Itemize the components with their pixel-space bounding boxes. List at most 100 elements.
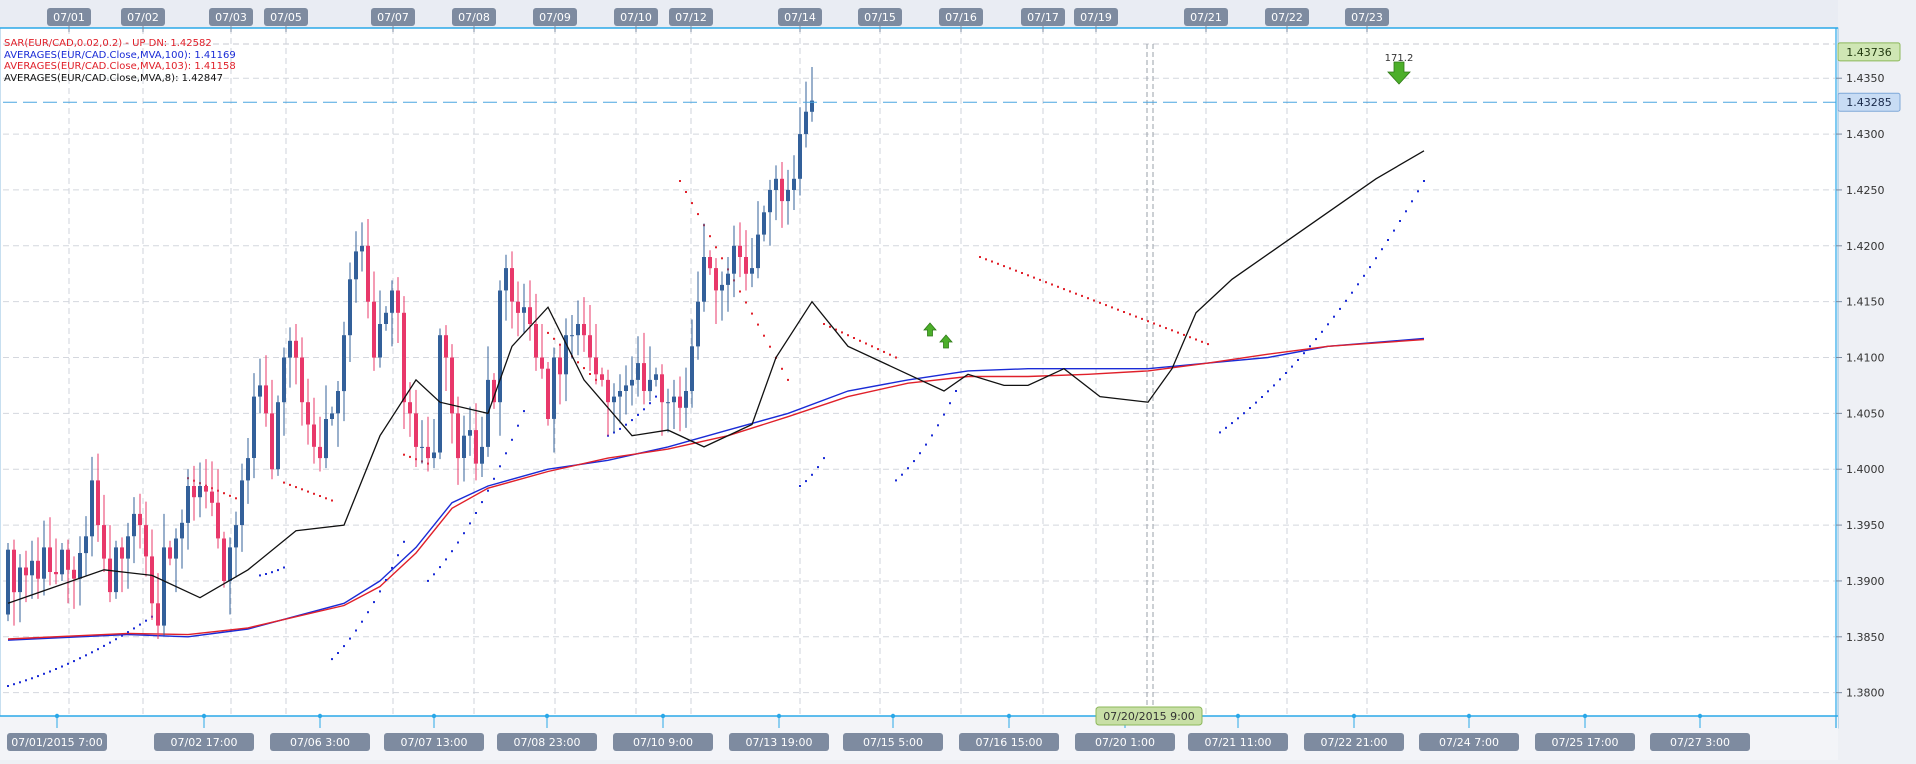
candle-body — [546, 368, 550, 419]
candle-body — [654, 374, 658, 380]
candle-body — [768, 189, 772, 213]
candle-body — [750, 268, 754, 274]
cursor-label-box — [1095, 706, 1203, 726]
candle-body — [144, 525, 148, 557]
time-label-box — [1535, 733, 1635, 751]
sar-dot — [451, 550, 453, 553]
sar-dot — [1333, 315, 1335, 318]
sar-dot — [577, 361, 579, 364]
sar-dot — [637, 413, 639, 416]
sar-dot — [883, 350, 885, 353]
sar-dot — [991, 260, 993, 263]
sar-dot — [469, 522, 471, 525]
sar-dot — [997, 262, 999, 265]
sar-dot — [403, 453, 405, 456]
date-label-box — [1184, 8, 1228, 26]
candle-body — [672, 396, 676, 403]
sar-dot — [1111, 306, 1113, 309]
sar-dot — [1417, 190, 1419, 193]
sar-dot — [649, 402, 651, 405]
sar-dot — [133, 627, 135, 630]
time-tick-dot — [1235, 713, 1241, 719]
sar-dot — [397, 554, 399, 557]
candle-body — [36, 560, 40, 579]
time-label-box — [1304, 733, 1404, 751]
sar-dot — [373, 601, 375, 604]
candle-body — [378, 324, 382, 358]
sar-dot — [49, 670, 51, 673]
candle-body — [228, 547, 232, 581]
candle-body — [456, 413, 460, 459]
time-label: 07/13 19:00 — [746, 736, 813, 749]
time-label: 07/07 13:00 — [401, 736, 468, 749]
sar-dot — [1021, 272, 1023, 274]
annotation-label: 171.2 — [1385, 53, 1414, 64]
time-label-box — [154, 733, 254, 751]
sar-dot — [439, 566, 441, 569]
sar-dot — [499, 465, 501, 468]
sar-dot — [307, 490, 309, 493]
time-label-box — [1419, 733, 1519, 751]
candle-body — [24, 567, 28, 576]
sar-dot — [907, 467, 909, 470]
sar-dot — [145, 619, 147, 622]
sar-dot — [487, 489, 489, 492]
candle-body — [480, 446, 484, 464]
current-price-box — [1837, 92, 1901, 112]
candle-body — [678, 396, 682, 408]
time-label-box — [384, 733, 484, 751]
candle-body — [444, 335, 448, 358]
candle-body — [582, 324, 586, 336]
candle-body — [372, 301, 376, 358]
candle-body — [426, 446, 430, 459]
sar-dot — [697, 213, 699, 216]
sar-dot — [1399, 220, 1401, 222]
time-tick-dot — [431, 713, 437, 719]
sar-dot — [919, 452, 921, 455]
sar-dot — [331, 658, 333, 661]
sar-dot — [1261, 396, 1263, 398]
date-label-box — [939, 8, 983, 26]
buy-arrow-icon — [923, 322, 937, 337]
sar-dot — [1027, 274, 1029, 277]
candle-body — [606, 379, 610, 403]
candle-body — [312, 424, 316, 447]
candle-body — [408, 402, 412, 414]
sar-dot — [457, 541, 459, 544]
candle-body — [576, 324, 580, 336]
candle-body — [210, 491, 214, 503]
candle-body — [354, 251, 358, 280]
candle-body — [612, 396, 616, 403]
sar-dot — [361, 620, 363, 623]
sar-dot — [1339, 307, 1341, 310]
time-tick-dot — [890, 713, 896, 719]
sar-dot — [55, 668, 57, 670]
time-tick-dot — [1582, 713, 1588, 719]
sar-dot — [283, 566, 285, 569]
sar-dot — [1009, 267, 1011, 270]
indicator-legend: SAR(EUR/CAD,0.02,0.2) - UP DN: 1.42582 A… — [4, 38, 236, 84]
sar-dot — [1309, 345, 1311, 348]
date-label: 07/15 — [864, 11, 896, 24]
candle-body — [246, 458, 250, 481]
candle-body — [258, 385, 262, 397]
sar-dot — [1285, 372, 1287, 374]
sar-dot — [877, 348, 879, 351]
candle-body — [738, 245, 742, 257]
candle-body — [630, 379, 634, 386]
candle-body — [624, 385, 628, 391]
date-label-box — [778, 8, 822, 26]
sar-dot — [895, 479, 897, 482]
candle-body — [174, 538, 178, 559]
candle-body — [564, 335, 568, 375]
candle-body — [168, 547, 172, 559]
candle-body — [330, 413, 334, 419]
sar-dot — [349, 637, 351, 640]
sar-dot — [79, 657, 81, 660]
sar-dot — [1171, 329, 1173, 332]
sar-dot — [937, 424, 939, 427]
candle-body — [468, 430, 472, 436]
sar-dot — [295, 486, 297, 489]
